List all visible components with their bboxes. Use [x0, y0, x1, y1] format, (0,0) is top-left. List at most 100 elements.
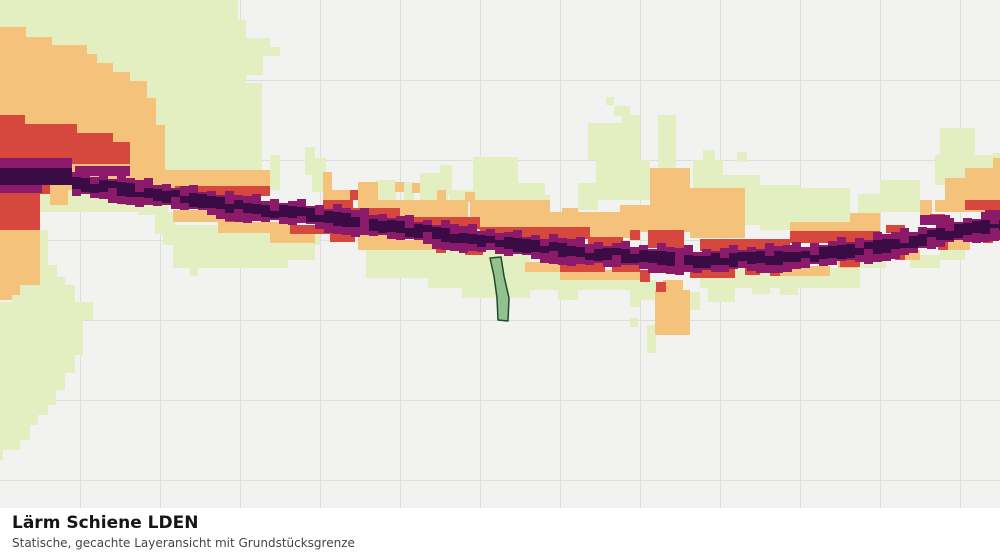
noise-cell — [945, 226, 954, 231]
noise-cell — [312, 158, 326, 192]
noise-cell — [522, 239, 531, 253]
noise-cell — [945, 240, 970, 250]
noise-cell — [630, 249, 639, 263]
noise-cell — [711, 253, 720, 265]
noise-cell — [360, 218, 369, 223]
noise-cell — [395, 182, 404, 192]
noise-cell — [940, 250, 965, 260]
grid-line — [80, 0, 81, 508]
noise-cell — [0, 168, 72, 185]
noise-cell — [585, 248, 594, 253]
noise-cell — [198, 194, 207, 208]
noise-cell — [558, 290, 578, 300]
noise-cell — [747, 252, 756, 264]
noise-cell — [981, 220, 990, 234]
noise-cell — [75, 166, 130, 176]
noise-cell — [40, 265, 57, 277]
noise-cell — [297, 207, 306, 221]
noise-cell — [720, 253, 729, 265]
noise-cell — [873, 240, 882, 254]
noise-cell — [828, 246, 837, 258]
noise-cell — [756, 251, 765, 263]
noise-cell — [990, 219, 999, 224]
noise-cell — [358, 182, 378, 208]
noise-cell — [909, 236, 918, 248]
noise-cell — [440, 165, 452, 195]
noise-cell — [576, 247, 585, 257]
noise-cell — [171, 197, 180, 202]
noise-cell — [738, 252, 747, 266]
noise-cell — [270, 206, 279, 218]
noise-cell — [243, 203, 252, 213]
noise-cell — [585, 248, 594, 260]
noise-cell — [90, 179, 99, 184]
noise-cell — [12, 285, 75, 302]
noise-cell — [640, 270, 650, 282]
noise-cell — [0, 425, 30, 440]
noise-cell — [270, 232, 315, 243]
noise-cell — [965, 168, 1000, 180]
noise-cell — [905, 250, 920, 260]
noise-cell — [658, 115, 676, 172]
noise-cell — [819, 247, 828, 259]
grid-line — [320, 0, 321, 508]
noise-cell — [630, 249, 639, 254]
noise-map — [0, 0, 1000, 508]
noise-cell — [465, 192, 475, 202]
noise-cell — [207, 196, 216, 208]
noise-cell — [954, 224, 963, 238]
noise-cell — [513, 238, 522, 252]
noise-cell — [153, 189, 162, 201]
noise-cell — [0, 220, 40, 285]
noise-cell — [639, 250, 648, 262]
noise-cell — [270, 155, 280, 190]
noise-cell — [144, 188, 153, 198]
noise-cell — [423, 232, 432, 237]
noise-cell — [0, 38, 270, 47]
noise-cell — [518, 183, 545, 205]
noise-cell — [598, 278, 640, 290]
noise-cell — [369, 219, 378, 231]
noise-cell — [655, 290, 690, 335]
noise-cell — [0, 390, 56, 405]
noise-cell — [0, 185, 42, 193]
noise-cell — [305, 147, 315, 175]
noise-cell — [315, 210, 324, 222]
noise-cell — [560, 270, 605, 280]
noise-class-2-area — [0, 27, 1000, 335]
noise-cell — [990, 228, 999, 233]
noise-cell — [423, 225, 432, 237]
noise-cell — [173, 245, 315, 260]
noise-cell — [412, 183, 420, 193]
noise-cell — [810, 250, 819, 255]
noise-cell — [437, 190, 446, 200]
noise-cell — [703, 150, 715, 162]
noise-cell — [864, 249, 873, 254]
noise-cell — [693, 160, 723, 190]
noise-cell — [432, 227, 441, 239]
noise-cell — [40, 184, 50, 194]
noise-cell — [330, 233, 355, 242]
noise-cell — [603, 248, 612, 260]
noise-cell — [470, 200, 550, 230]
noise-cell — [765, 251, 774, 256]
noise-cell — [855, 243, 864, 255]
noise-cell — [495, 235, 504, 240]
noise-cell — [606, 97, 614, 105]
noise-cell — [886, 225, 905, 233]
noise-cell — [180, 191, 189, 203]
noise-cell — [428, 278, 470, 288]
noise-cell — [0, 405, 48, 415]
noise-cell — [279, 205, 288, 217]
noise-cell — [175, 186, 270, 196]
noise-cell — [171, 190, 180, 202]
noise-cell — [108, 181, 117, 193]
noise-cell — [288, 206, 297, 218]
noise-class-4-inner-cells — [90, 179, 999, 266]
noise-cell — [630, 290, 640, 307]
noise-cell — [614, 106, 630, 116]
noise-cell — [0, 320, 83, 355]
noise-cell — [594, 249, 603, 261]
noise-cell — [261, 205, 270, 217]
noise-cell — [138, 205, 168, 215]
